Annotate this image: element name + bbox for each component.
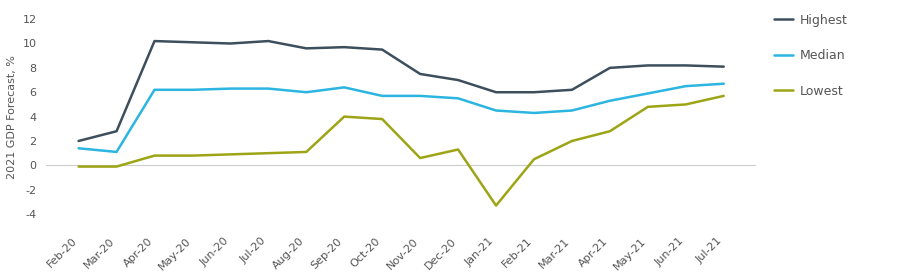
Lowest (643, 105, 653, 109)
Median (149, 88, 160, 92)
Highest (605, 66, 616, 69)
Median (112, 150, 122, 154)
Highest (263, 39, 274, 43)
Median (338, 86, 349, 89)
Lowest (453, 148, 464, 151)
Highest (415, 72, 426, 76)
Lowest (528, 158, 539, 161)
Median (680, 85, 691, 88)
Median (643, 92, 653, 95)
Median (453, 97, 464, 100)
Line: Median: Median (78, 84, 724, 152)
Lowest (112, 165, 122, 168)
Median (377, 94, 388, 98)
Median (718, 82, 729, 85)
Lowest (338, 115, 349, 118)
Highest (187, 41, 198, 44)
Median (187, 88, 198, 92)
Lowest (301, 150, 311, 154)
Highest (149, 39, 160, 43)
Median (605, 99, 616, 102)
Median (225, 87, 236, 90)
Median (491, 109, 501, 112)
Highest (528, 91, 539, 94)
Median (528, 111, 539, 115)
Median (263, 87, 274, 90)
Highest (491, 91, 501, 94)
Lowest (187, 154, 198, 157)
Highest (566, 88, 577, 92)
Lowest (718, 94, 729, 98)
Highest (112, 129, 122, 133)
Lowest (680, 103, 691, 106)
Lowest (566, 139, 577, 143)
Highest (225, 42, 236, 45)
Highest (73, 139, 84, 143)
Lowest (605, 129, 616, 133)
Lowest (377, 117, 388, 121)
Lowest (73, 165, 84, 168)
Lowest (415, 156, 426, 160)
Highest (453, 78, 464, 82)
Highest (680, 64, 691, 67)
Lowest (491, 204, 501, 207)
Lowest (149, 154, 160, 157)
Y-axis label: 2021 GDP Forecast, %: 2021 GDP Forecast, % (7, 55, 17, 179)
Highest (643, 64, 653, 67)
Legend: Highest, Median, Lowest: Highest, Median, Lowest (770, 9, 852, 103)
Median (566, 109, 577, 112)
Highest (338, 45, 349, 49)
Highest (301, 47, 311, 50)
Line: Highest: Highest (78, 41, 724, 141)
Highest (718, 65, 729, 68)
Line: Lowest: Lowest (78, 96, 724, 206)
Lowest (263, 151, 274, 155)
Median (73, 146, 84, 150)
Median (301, 91, 311, 94)
Median (415, 94, 426, 98)
Lowest (225, 153, 236, 156)
Highest (377, 48, 388, 51)
